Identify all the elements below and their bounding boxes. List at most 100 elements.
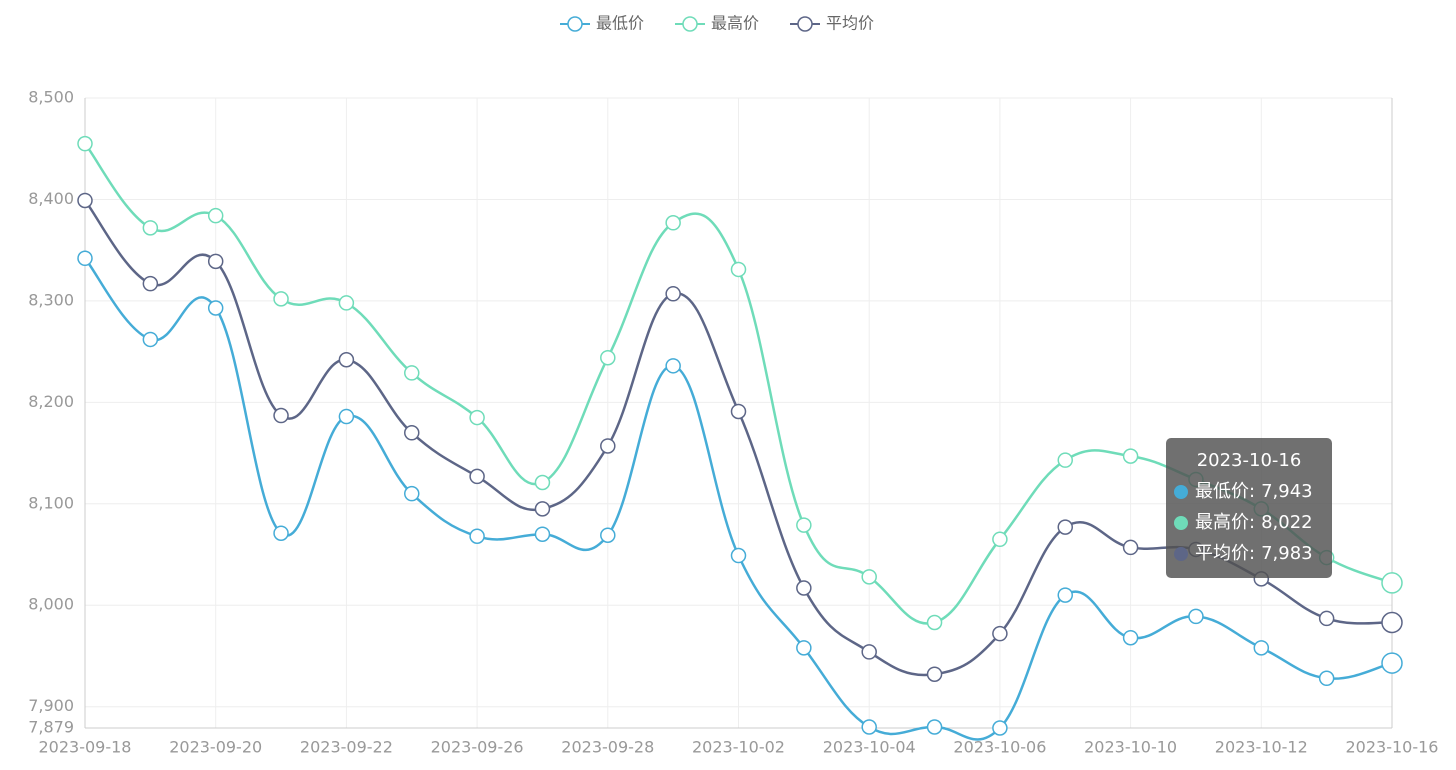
data-point	[665, 215, 681, 231]
y-tick-label: 7,900	[28, 696, 74, 715]
data-point	[600, 349, 616, 366]
tooltip-sep: :	[1249, 512, 1255, 533]
tooltip-row: 平均价: 7,983	[1195, 543, 1313, 564]
y-tick-label: 8,200	[28, 392, 74, 411]
tooltip-row: 最低价: 7,943	[1195, 481, 1313, 502]
data-point	[1381, 611, 1403, 634]
x-tick-label: 2023-10-04	[823, 738, 916, 757]
data-point	[1057, 587, 1073, 603]
tooltip-row: 最高价: 8,022	[1195, 512, 1313, 533]
tooltip-sep: :	[1249, 481, 1255, 502]
data-point	[534, 526, 551, 542]
data-point	[404, 425, 420, 441]
x-tick-label: 2023-09-20	[169, 738, 262, 757]
data-point	[926, 614, 943, 631]
legend-label: 最低价	[596, 14, 644, 33]
data-point	[992, 531, 1008, 548]
data-point	[77, 192, 93, 209]
data-point	[142, 331, 159, 348]
tooltip-name: 最低价	[1195, 481, 1249, 502]
data-point	[338, 351, 355, 368]
tooltip-box	[1166, 438, 1332, 578]
data-point	[796, 580, 812, 596]
data-point	[665, 358, 681, 374]
data-point	[1381, 572, 1403, 594]
data-point	[469, 409, 485, 426]
data-point	[1318, 670, 1335, 687]
x-tick-label: 2023-10-16	[1346, 738, 1439, 757]
tooltip-name: 最高价	[1195, 512, 1249, 533]
legend-icon	[567, 16, 583, 32]
data-point	[926, 666, 943, 682]
data-point	[469, 468, 485, 485]
data-point	[1318, 610, 1335, 627]
x-tick-label: 2023-10-12	[1215, 738, 1308, 757]
data-point	[534, 501, 551, 517]
data-point	[926, 719, 943, 735]
data-point	[1188, 608, 1204, 625]
y-tick-label: 8,000	[28, 595, 74, 614]
data-point	[992, 625, 1008, 642]
data-point	[1057, 519, 1073, 535]
x-tick-label: 2023-09-26	[431, 738, 524, 757]
data-point	[861, 569, 877, 585]
data-point	[273, 525, 289, 541]
data-point	[861, 644, 877, 660]
y-tick-label: 8,300	[28, 290, 74, 309]
data-point	[404, 365, 420, 381]
series-line	[84, 142, 1393, 625]
data-point	[338, 295, 355, 311]
legend-label: 平均价	[826, 14, 874, 33]
tooltip-dot	[1174, 547, 1188, 561]
y-tick-label: 8,400	[28, 189, 74, 208]
tooltip-value: 7,983	[1261, 543, 1313, 564]
data-point	[1122, 629, 1139, 646]
legend-icon	[682, 16, 698, 32]
y-tick-label: 7,879	[28, 718, 74, 737]
tooltip-value: 7,943	[1261, 481, 1313, 502]
data-point	[77, 135, 93, 152]
data-point	[207, 253, 224, 270]
data-point	[1122, 448, 1139, 464]
legend-label: 最高价	[711, 14, 759, 33]
data-point	[992, 720, 1008, 736]
data-point	[142, 275, 159, 292]
data-point	[665, 286, 681, 302]
x-tick-label: 2023-10-02	[692, 738, 785, 757]
data-point	[207, 300, 224, 316]
x-tick-label: 2023-10-06	[953, 738, 1046, 757]
data-point	[338, 408, 355, 425]
y-tick-label: 8,100	[28, 493, 74, 512]
tooltip-dot	[1174, 485, 1188, 499]
legend-icon	[797, 16, 813, 32]
data-point	[534, 474, 551, 491]
tooltip-name: 平均价	[1195, 543, 1249, 564]
tooltip-title: 2023-10-16	[1197, 450, 1302, 471]
data-point	[207, 207, 224, 224]
data-point	[404, 485, 420, 502]
tooltip-dot	[1174, 516, 1188, 530]
data-point	[1253, 640, 1270, 656]
data-point	[730, 547, 747, 564]
x-tick-label: 2023-09-22	[300, 738, 393, 757]
data-point	[1381, 652, 1403, 674]
tooltip-sep: :	[1249, 543, 1255, 564]
data-point	[861, 719, 877, 735]
x-tick-label: 2023-10-10	[1084, 738, 1177, 757]
data-point	[273, 407, 289, 424]
data-point	[273, 291, 289, 307]
x-tick-label: 2023-09-18	[39, 738, 132, 757]
data-point	[600, 438, 616, 454]
data-point	[469, 528, 485, 545]
data-point	[796, 640, 812, 656]
data-point	[1057, 452, 1073, 468]
x-tick-label: 2023-09-28	[561, 738, 654, 757]
tooltip-value: 8,022	[1261, 512, 1313, 533]
data-point	[796, 517, 812, 533]
data-point	[1122, 539, 1139, 556]
data-point	[730, 403, 747, 420]
data-point	[142, 220, 159, 236]
data-point	[730, 261, 747, 278]
